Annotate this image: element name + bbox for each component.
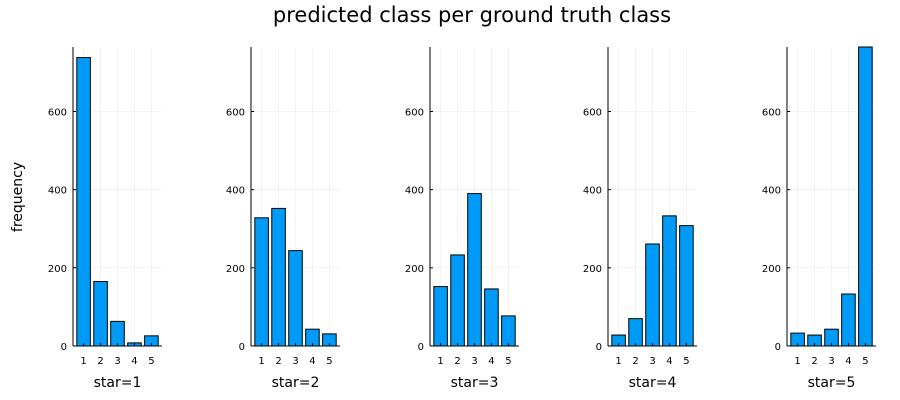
x-tick-label: 2: [275, 356, 281, 367]
bar: [93, 281, 108, 347]
bar: [271, 207, 286, 347]
panel-3: 0 200 400 600 1 2 3 4 5 star=3: [405, 47, 519, 391]
x-tick-label: 1: [437, 356, 443, 367]
y-tick-label: 200: [226, 264, 245, 275]
panel-2: 0 200 400 600 1 2 3 4 5 star=2: [226, 47, 340, 391]
bar: [841, 293, 856, 347]
y-tick-label: 400: [226, 186, 245, 197]
bar: [76, 57, 91, 347]
y-tick-label: 0: [596, 342, 602, 353]
y-tick-label: 200: [762, 264, 781, 275]
bar: [628, 318, 643, 347]
y-tick-label: 600: [762, 107, 781, 118]
x-tick-label: 2: [632, 356, 638, 367]
bar: [662, 215, 677, 347]
y-tick-label: 0: [775, 342, 781, 353]
x-tick-label: 1: [615, 356, 621, 367]
y-tick-label: 0: [61, 342, 67, 353]
x-axis-label: star=1: [94, 375, 142, 391]
x-tick-label: 3: [114, 356, 120, 367]
x-tick-label: 3: [649, 356, 655, 367]
x-tick-label: 2: [454, 356, 460, 367]
x-tick-label: 1: [80, 356, 86, 367]
bar: [858, 46, 873, 347]
x-tick-label: 3: [471, 356, 477, 367]
y-tick-label: 400: [405, 186, 424, 197]
y-tick-label: 200: [405, 264, 424, 275]
y-tick-label: 400: [583, 186, 602, 197]
panel-5: 0 200 400 600 1 2 3 4 5 star=5: [762, 46, 876, 391]
y-tick-label: 600: [226, 107, 245, 118]
x-tick-label: 3: [828, 356, 834, 367]
panel-4: 0 200 400 600 1 2 3 4 5 star=4: [583, 47, 697, 391]
y-axis-label: frequency: [10, 162, 26, 232]
x-axis-label: star=3: [451, 375, 499, 391]
x-axis-label: star=5: [808, 375, 856, 391]
bar: [433, 286, 448, 347]
x-axis-label: star=4: [629, 375, 677, 391]
x-tick-label: 1: [794, 356, 800, 367]
x-tick-label: 3: [292, 356, 298, 367]
x-tick-label: 5: [862, 356, 868, 367]
x-axis-label: star=2: [272, 375, 320, 391]
x-tick-label: 4: [488, 356, 494, 367]
bar: [254, 217, 269, 347]
bar: [645, 243, 660, 347]
x-tick-label: 1: [258, 356, 264, 367]
y-tick-label: 200: [48, 264, 67, 275]
bar: [110, 320, 125, 347]
x-tick-label: 5: [326, 356, 332, 367]
y-tick-label: 400: [48, 186, 67, 197]
y-tick-label: 200: [583, 264, 602, 275]
y-tick-label: 0: [418, 342, 424, 353]
y-tick-label: 400: [762, 186, 781, 197]
x-tick-label: 4: [845, 356, 851, 367]
bar: [450, 254, 465, 347]
x-tick-label: 4: [131, 356, 137, 367]
x-tick-label: 4: [666, 356, 672, 367]
bar: [679, 225, 694, 347]
y-tick-label: 600: [48, 107, 67, 118]
bar: [484, 288, 499, 347]
panel-1: 0 200 400 600 1 2 3 4 5 star=1: [48, 47, 162, 391]
x-tick-label: 5: [683, 356, 689, 367]
y-tick-label: 600: [583, 107, 602, 118]
y-tick-label: 0: [239, 342, 245, 353]
y-tick-label: 600: [405, 107, 424, 118]
x-tick-label: 2: [811, 356, 817, 367]
x-tick-label: 4: [309, 356, 315, 367]
chart-title: predicted class per ground truth class: [273, 3, 671, 27]
x-tick-label: 5: [505, 356, 511, 367]
bar: [288, 250, 303, 347]
x-tick-label: 5: [148, 356, 154, 367]
x-tick-label: 2: [97, 356, 103, 367]
bar: [467, 193, 482, 347]
bar: [501, 315, 516, 347]
